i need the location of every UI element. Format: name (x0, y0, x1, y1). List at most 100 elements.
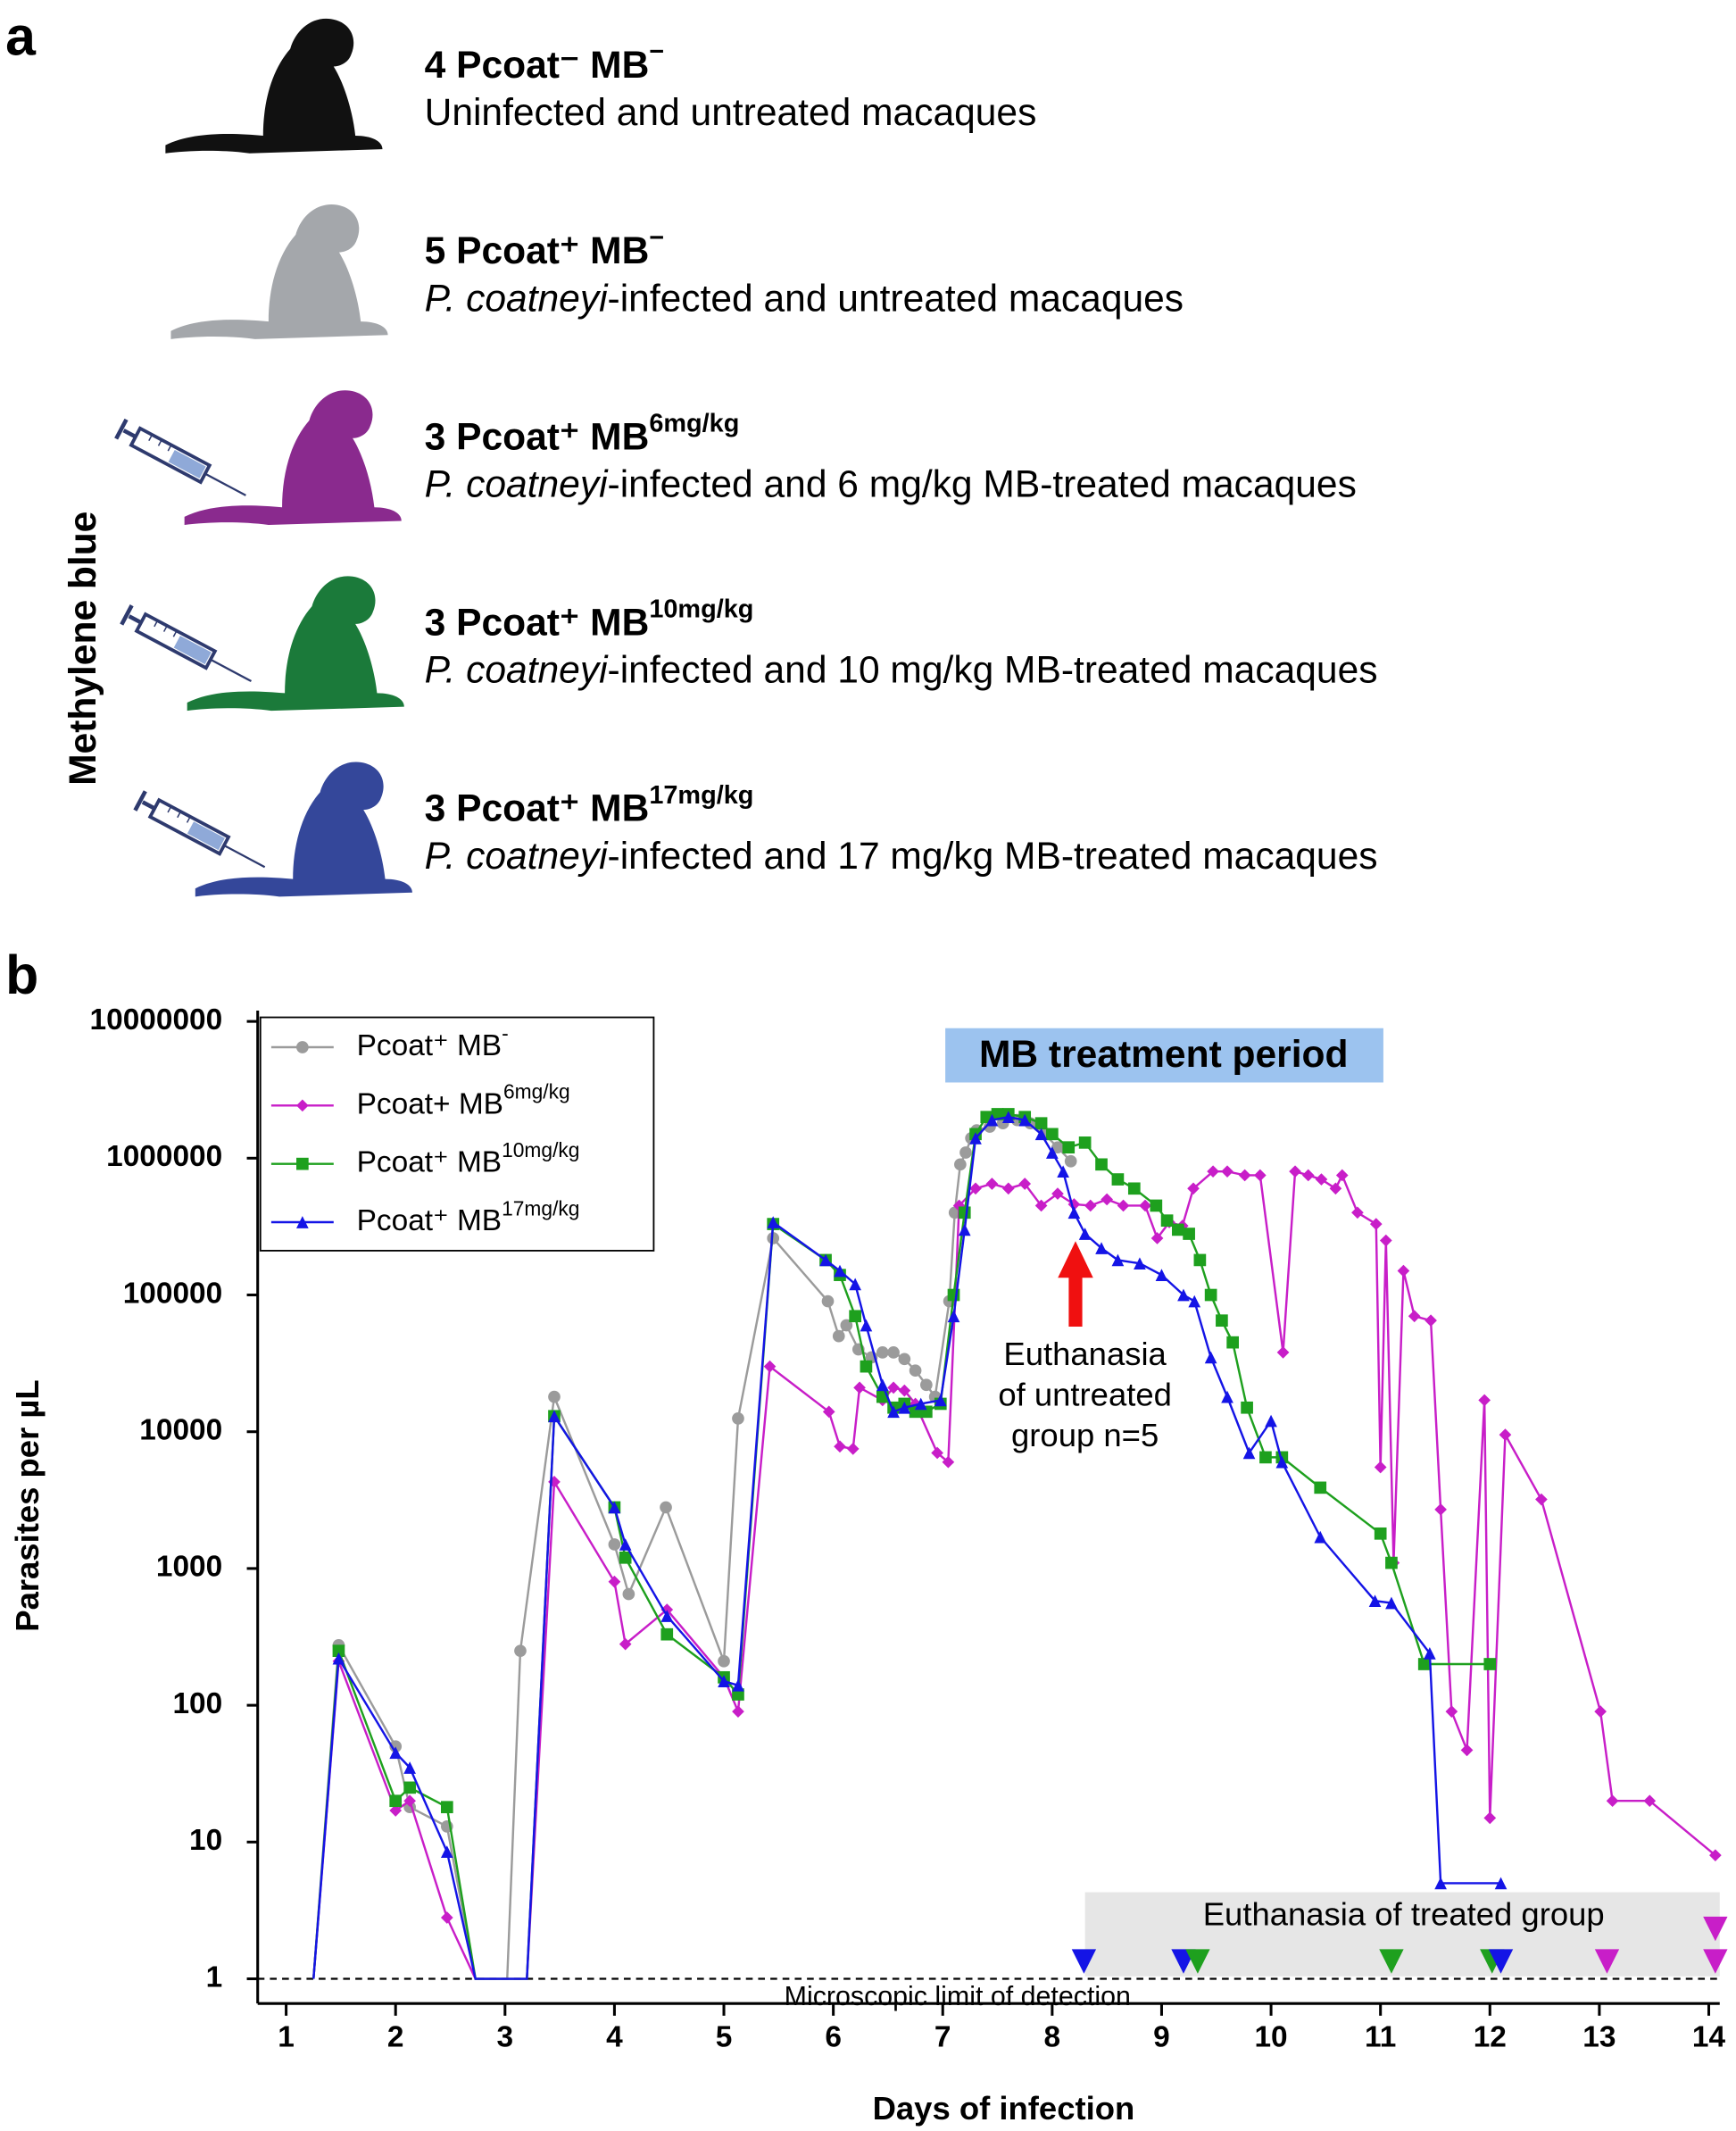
data-point (1101, 1193, 1113, 1206)
legend-marker (296, 1157, 309, 1170)
group-heading: 3 Pcoat⁺ MB17mg/kg (425, 781, 754, 830)
data-point (1425, 1314, 1437, 1328)
data-point (608, 1575, 621, 1588)
monkey-icon (184, 390, 402, 526)
group-heading: 5 Pcoat⁺ MB− (425, 223, 665, 272)
monkey-icon (195, 762, 412, 897)
data-point (440, 1845, 453, 1858)
data-point (969, 1182, 982, 1195)
euthanasia-marker (1594, 1949, 1620, 1974)
data-point (832, 1329, 845, 1343)
data-point (548, 1410, 561, 1423)
legend-marker (296, 1216, 309, 1228)
data-point (767, 1216, 780, 1228)
data-point (548, 1390, 561, 1403)
side-label: Methylene blue (62, 512, 104, 786)
data-point (1460, 1744, 1474, 1757)
data-point (332, 1644, 345, 1657)
data-point (1289, 1165, 1301, 1178)
data-point (958, 1223, 971, 1236)
data-point (1221, 1165, 1233, 1178)
data-point (1095, 1242, 1108, 1254)
data-point (853, 1381, 866, 1394)
data-point (1150, 1232, 1164, 1244)
data-point (1275, 1455, 1289, 1469)
data-point (1241, 1401, 1253, 1414)
group-heading: 3 Pcoat⁺ MB6mg/kg (425, 409, 740, 458)
monkey-icons (116, 18, 412, 897)
monkey-icon (187, 576, 404, 712)
legend-label: Pcoat⁺ MB10mg/kg (357, 1138, 580, 1178)
data-point (403, 1781, 416, 1794)
data-point (1067, 1206, 1081, 1219)
description-italic: P. coatneyi (425, 278, 609, 320)
data-point (985, 1113, 999, 1127)
group-description: P. coatneyi-infected and 10 mg/kg MB-tre… (425, 649, 1378, 692)
heading-text: 3 Pcoat⁺ MB (425, 602, 650, 645)
data-point (834, 1440, 846, 1453)
x-tick-label: 9 (1153, 2021, 1170, 2054)
description-text: -infected and 10 mg/kg MB-treated macaqu… (608, 649, 1378, 692)
data-point (619, 1551, 632, 1564)
data-point (1034, 1128, 1048, 1141)
data-point (1329, 1182, 1342, 1195)
data-point (954, 1158, 967, 1171)
x-tick-label: 10 (1254, 2021, 1287, 2054)
data-point (1111, 1173, 1125, 1186)
data-point (849, 1310, 861, 1323)
data-point (1018, 1178, 1032, 1190)
data-point (619, 1637, 632, 1651)
description-italic: P. coatneyi (425, 649, 609, 692)
data-point (732, 1678, 744, 1692)
x-tick-label: 6 (825, 2021, 842, 2054)
euthanasia-marker (1703, 1916, 1728, 1942)
x-tick-label: 7 (934, 2021, 951, 2054)
data-point (718, 1675, 730, 1687)
euthanasia-arrow (1058, 1241, 1093, 1327)
data-point (389, 1746, 403, 1760)
data-point (1204, 1351, 1217, 1364)
data-point (1335, 1169, 1349, 1182)
data-point (1417, 1658, 1431, 1670)
data-point (1253, 1169, 1267, 1182)
data-point (840, 1319, 853, 1332)
data-point (732, 1705, 744, 1718)
treatment-period-label: MB treatment period (979, 1033, 1349, 1076)
data-point (403, 1794, 416, 1808)
x-tick-label: 11 (1365, 2021, 1396, 2054)
data-point (1606, 1794, 1619, 1808)
data-point (1188, 1294, 1201, 1308)
heading-superscript: 10mg/kg (649, 595, 753, 623)
panel-label: a (5, 6, 37, 67)
data-point (909, 1364, 922, 1378)
y-tick-label: 10 (189, 1824, 222, 1857)
group-heading: 3 Pcoat⁺ MB10mg/kg (425, 595, 754, 644)
data-point (1369, 1218, 1383, 1230)
data-point (1034, 1117, 1048, 1130)
description-text: Uninfected and untreated macaques (425, 91, 1037, 134)
data-point (1117, 1199, 1130, 1212)
data-point (1051, 1141, 1064, 1154)
data-point (1351, 1206, 1364, 1219)
data-point (1221, 1390, 1233, 1403)
euthanasia-marker (1071, 1949, 1097, 1974)
data-point (819, 1253, 832, 1267)
data-point (1709, 1849, 1722, 1862)
data-point (389, 1794, 403, 1808)
untreated-euthanasia-note: Euthanasia (1003, 1336, 1167, 1372)
x-tick-label: 5 (716, 2021, 733, 2054)
data-point (934, 1394, 947, 1407)
data-point (898, 1401, 911, 1414)
legend-superscript: 10mg/kg (502, 1138, 579, 1161)
euthanasia-marker (1379, 1949, 1404, 1974)
heading-text: 5 Pcoat⁺ MB (425, 229, 650, 272)
description-text: -infected and 17 mg/kg MB-treated macaqu… (608, 835, 1378, 878)
data-point (608, 1501, 621, 1514)
data-point (732, 1412, 744, 1425)
data-point (1134, 1257, 1146, 1270)
data-point (1018, 1113, 1032, 1127)
data-point (1594, 1705, 1607, 1718)
data-point (1226, 1336, 1239, 1349)
data-point (942, 1455, 955, 1469)
